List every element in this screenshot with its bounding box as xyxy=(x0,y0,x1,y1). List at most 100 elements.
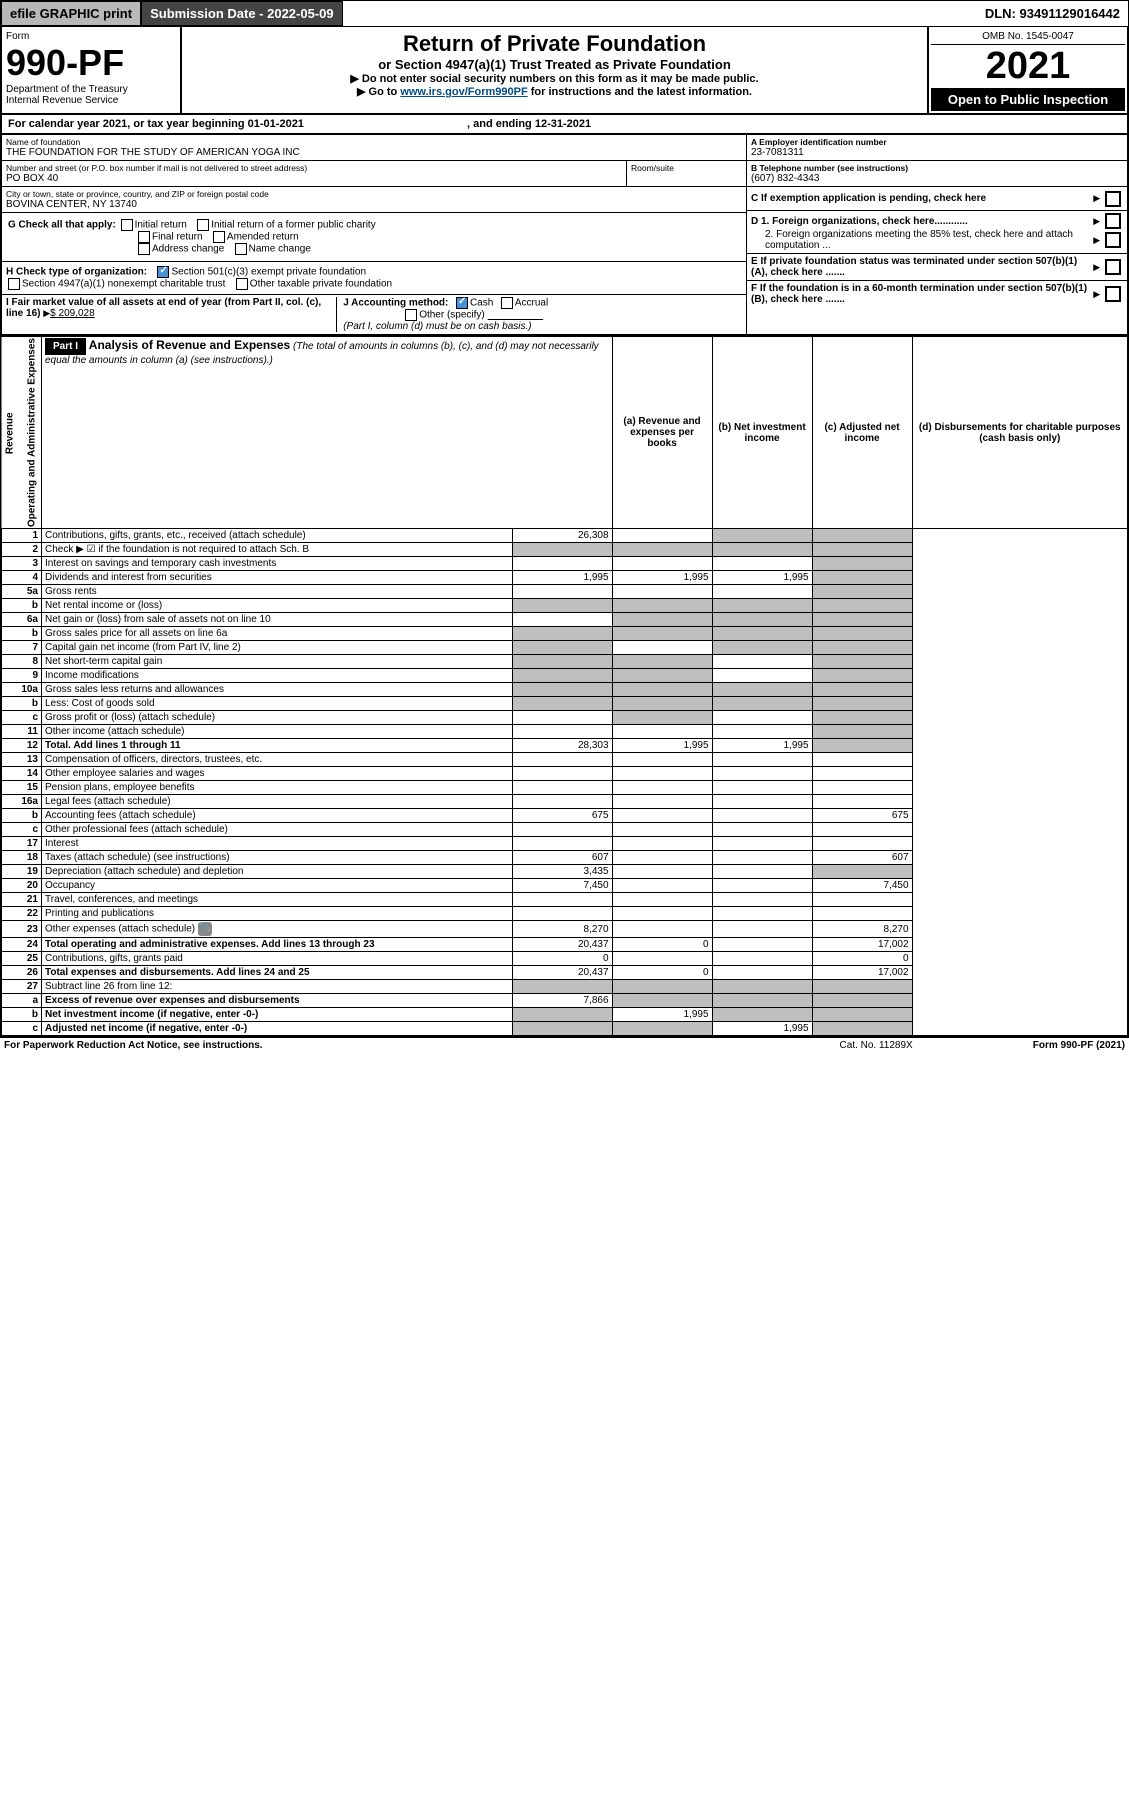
line-desc: Other expenses (attach schedule) 📎 xyxy=(42,921,513,938)
irs-link[interactable]: www.irs.gov/Form990PF xyxy=(400,86,527,98)
checkbox-final-return[interactable] xyxy=(138,231,150,243)
tax-year: 2021 xyxy=(931,45,1125,88)
table-row: aExcess of revenue over expenses and dis… xyxy=(1,994,1128,1008)
attachment-icon[interactable]: 📎 xyxy=(198,922,212,936)
line-desc: Other income (attach schedule) xyxy=(42,725,513,739)
checkbox-amended[interactable] xyxy=(213,231,225,243)
line-desc: Capital gain net income (from Part IV, l… xyxy=(42,641,513,655)
line-desc: Contributions, gifts, grants paid xyxy=(42,952,513,966)
calendar-year-row: For calendar year 2021, or tax year begi… xyxy=(0,115,1129,135)
line-desc: Net investment income (if negative, ente… xyxy=(42,1008,513,1022)
checkbox-d2[interactable] xyxy=(1105,232,1121,248)
line-number: 27 xyxy=(1,980,42,994)
table-row: 18Taxes (attach schedule) (see instructi… xyxy=(1,851,1128,865)
checkbox-address-change[interactable] xyxy=(138,243,150,255)
h-opt-3: Other taxable private foundation xyxy=(250,279,392,290)
checkbox-initial-return[interactable] xyxy=(121,219,133,231)
form-subtitle: or Section 4947(a)(1) Trust Treated as P… xyxy=(186,57,923,72)
irs-label: Internal Revenue Service xyxy=(6,95,118,106)
j-other: Other (specify) xyxy=(419,310,485,321)
line-desc: Gross sales price for all assets on line… xyxy=(42,627,513,641)
line-desc: Pension plans, employee benefits xyxy=(42,781,513,795)
addr-label: Number and street (or P.O. box number if… xyxy=(6,163,622,173)
table-row: 4Dividends and interest from securities1… xyxy=(1,571,1128,585)
line-desc: Interest xyxy=(42,837,513,851)
table-row: bLess: Cost of goods sold xyxy=(1,697,1128,711)
table-row: bNet investment income (if negative, ent… xyxy=(1,1008,1128,1022)
col-d-header: (d) Disbursements for charitable purpose… xyxy=(912,337,1128,529)
city-label: City or town, state or province, country… xyxy=(6,189,742,199)
table-row: 12Total. Add lines 1 through 1128,3031,9… xyxy=(1,739,1128,753)
g-opt-3: Amended return xyxy=(227,232,299,243)
instruction-1: ▶ Do not enter social security numbers o… xyxy=(186,72,923,85)
f-label: F If the foundation is in a 60-month ter… xyxy=(751,283,1093,305)
line-number: b xyxy=(1,627,42,641)
line-desc: Other employee salaries and wages xyxy=(42,767,513,781)
submission-date: Submission Date - 2022-05-09 xyxy=(141,1,343,26)
checkbox-name-change[interactable] xyxy=(235,243,247,255)
top-bar: efile GRAPHIC print Submission Date - 20… xyxy=(0,0,1129,27)
line-number: 11 xyxy=(1,725,42,739)
form-header: Form 990-PF Department of the Treasury I… xyxy=(0,27,1129,115)
line-desc: Travel, conferences, and meetings xyxy=(42,893,513,907)
table-row: 17Interest xyxy=(1,837,1128,851)
b-label: B Telephone number (see instructions) xyxy=(751,163,1123,173)
line-number: b xyxy=(1,599,42,613)
line-number: c xyxy=(1,711,42,725)
checkbox-501c3[interactable] xyxy=(157,266,169,278)
line-number: 26 xyxy=(1,966,42,980)
line-number: 22 xyxy=(1,907,42,921)
line-desc: Net gain or (loss) from sale of assets n… xyxy=(42,613,513,627)
line-number: b xyxy=(1,697,42,711)
line-desc: Depreciation (attach schedule) and deple… xyxy=(42,865,513,879)
g-opt-2: Final return xyxy=(152,232,203,243)
j-cash: Cash xyxy=(470,298,493,309)
checkbox-initial-former[interactable] xyxy=(197,219,209,231)
line-number: 24 xyxy=(1,938,42,952)
line-number: 5a xyxy=(1,585,42,599)
checkbox-e[interactable] xyxy=(1105,259,1121,275)
vlabel-revenue: RevenueOperating and Administrative Expe… xyxy=(1,337,42,529)
table-row: 22Printing and publications xyxy=(1,907,1128,921)
line-number: 10a xyxy=(1,683,42,697)
col-a-header: (a) Revenue and expenses per books xyxy=(612,337,712,529)
table-row: 13Compensation of officers, directors, t… xyxy=(1,753,1128,767)
line-desc: Net rental income or (loss) xyxy=(42,599,513,613)
line-number: 8 xyxy=(1,655,42,669)
line-desc: Printing and publications xyxy=(42,907,513,921)
table-row: 15Pension plans, employee benefits xyxy=(1,781,1128,795)
city-value: BOVINA CENTER, NY 13740 xyxy=(6,199,742,210)
efile-print-button[interactable]: efile GRAPHIC print xyxy=(1,1,141,26)
line-number: 2 xyxy=(1,543,42,557)
g-label: G Check all that apply: xyxy=(8,220,116,231)
checkbox-d1[interactable] xyxy=(1105,213,1121,229)
form-ref: Form 990-PF (2021) xyxy=(1033,1040,1125,1051)
paperwork-notice: For Paperwork Reduction Act Notice, see … xyxy=(4,1040,263,1051)
instruction-2: ▶ Go to www.irs.gov/Form990PF for instru… xyxy=(186,85,923,98)
part1-table: RevenueOperating and Administrative Expe… xyxy=(0,336,1129,1037)
table-row: bNet rental income or (loss) xyxy=(1,599,1128,613)
checkbox-c[interactable] xyxy=(1105,191,1121,207)
table-row: 9Income modifications xyxy=(1,669,1128,683)
g-opt-5: Name change xyxy=(249,244,311,255)
line-number: 15 xyxy=(1,781,42,795)
line-number: 25 xyxy=(1,952,42,966)
part1-title: Analysis of Revenue and Expenses xyxy=(89,338,290,352)
checkbox-accrual[interactable] xyxy=(501,297,513,309)
form-number: 990-PF xyxy=(6,42,124,83)
checkbox-4947[interactable] xyxy=(8,278,20,290)
line-desc: Dividends and interest from securities xyxy=(42,571,513,585)
line-desc: Taxes (attach schedule) (see instruction… xyxy=(42,851,513,865)
foundation-name: THE FOUNDATION FOR THE STUDY OF AMERICAN… xyxy=(6,147,742,158)
line-number: 3 xyxy=(1,557,42,571)
open-to-public: Open to Public Inspection xyxy=(931,88,1125,111)
line-desc: Net short-term capital gain xyxy=(42,655,513,669)
i-value: $ 209,028 xyxy=(50,308,95,319)
checkbox-other-taxable[interactable] xyxy=(236,278,248,290)
checkbox-f[interactable] xyxy=(1105,286,1121,302)
line-number: c xyxy=(1,823,42,837)
checkbox-other-method[interactable] xyxy=(405,309,417,321)
line-number: a xyxy=(1,994,42,1008)
line-desc: Interest on savings and temporary cash i… xyxy=(42,557,513,571)
checkbox-cash[interactable] xyxy=(456,297,468,309)
